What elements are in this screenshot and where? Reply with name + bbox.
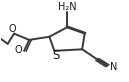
- Text: O: O: [15, 45, 22, 55]
- Text: N: N: [110, 62, 117, 72]
- Text: O: O: [9, 24, 17, 34]
- Text: S: S: [52, 49, 59, 62]
- Text: H₂N: H₂N: [58, 2, 76, 12]
